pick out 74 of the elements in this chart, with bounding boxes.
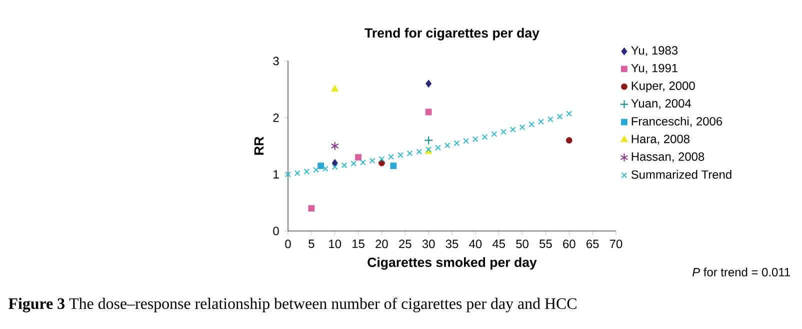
legend-label: Franceschi, 2006 [632,116,722,127]
legend-label: Yu, 1983 [631,46,678,56]
point [332,164,338,170]
point [519,124,526,130]
point [304,168,310,174]
legend-label: Hara, 2008 [632,134,690,145]
point [425,108,432,116]
point [397,152,404,158]
point [434,144,441,151]
text: Figure 3 The dose–response relationship between number of cigarettes per day and HCC [8,298,576,312]
x-tick-label: 10 [329,240,342,248]
point [390,162,397,170]
point [294,170,300,176]
point [388,154,394,160]
x-tick-label: 45 [492,240,505,248]
point [566,110,572,117]
text: P for trend = 0.011 [692,268,790,276]
point [355,154,362,161]
y-tick-label: 0 [273,226,279,236]
legend-label: Summarized Trend [631,170,732,179]
point [547,116,554,122]
point [556,114,563,120]
point [416,148,422,155]
point [350,160,357,167]
point [500,128,507,135]
x-tick-label: 50 [516,240,528,248]
y-axis-title: RR [254,136,264,155]
legend-label: Yuan, 2004 [631,99,692,109]
x-tick-label: 55 [540,240,552,248]
point [444,142,450,148]
point [313,166,320,173]
x-tick-label: 60 [563,240,576,248]
chart-title: Trend for cigarettes per day [364,28,540,40]
point [378,160,385,166]
x-tick-label: 30 [422,240,435,248]
point [482,134,488,140]
point [406,150,413,156]
x-tick-label: 70 [610,240,622,248]
point [454,140,460,146]
point [285,171,291,178]
x-tick-label: 0 [285,240,291,248]
point [424,136,434,145]
point [378,156,385,162]
legend-label: Kuper, 2000 [632,81,695,92]
point [528,121,535,128]
point [360,159,366,166]
point [426,80,432,88]
x-tick-label: 35 [446,240,458,248]
y-tick-label: 2 [273,113,279,122]
x-tick-label: 65 [586,240,599,248]
point [566,137,572,144]
x-axis-title: Cigarettes smoked per day [368,257,537,270]
point [538,118,544,125]
point [369,158,376,164]
x-tick-label: 25 [399,240,412,248]
point [332,159,338,167]
x-tick-label: 5 [308,240,314,248]
point [463,138,470,144]
x-tick-label: 20 [376,240,388,248]
point [341,162,348,168]
point [331,85,338,92]
legend-label: Yu, 1991 [631,64,678,74]
point [472,136,478,142]
point [330,141,339,151]
point [322,166,328,172]
x-tick-label: 40 [469,240,482,248]
point [318,162,324,170]
point [308,205,315,212]
legend-label: Hassan, 2008 [632,152,704,162]
x-tick-label: 15 [352,240,364,248]
y-tick-label: 1 [274,170,279,178]
y-tick-label: 3 [273,56,279,66]
point [510,126,516,133]
point [491,131,498,138]
